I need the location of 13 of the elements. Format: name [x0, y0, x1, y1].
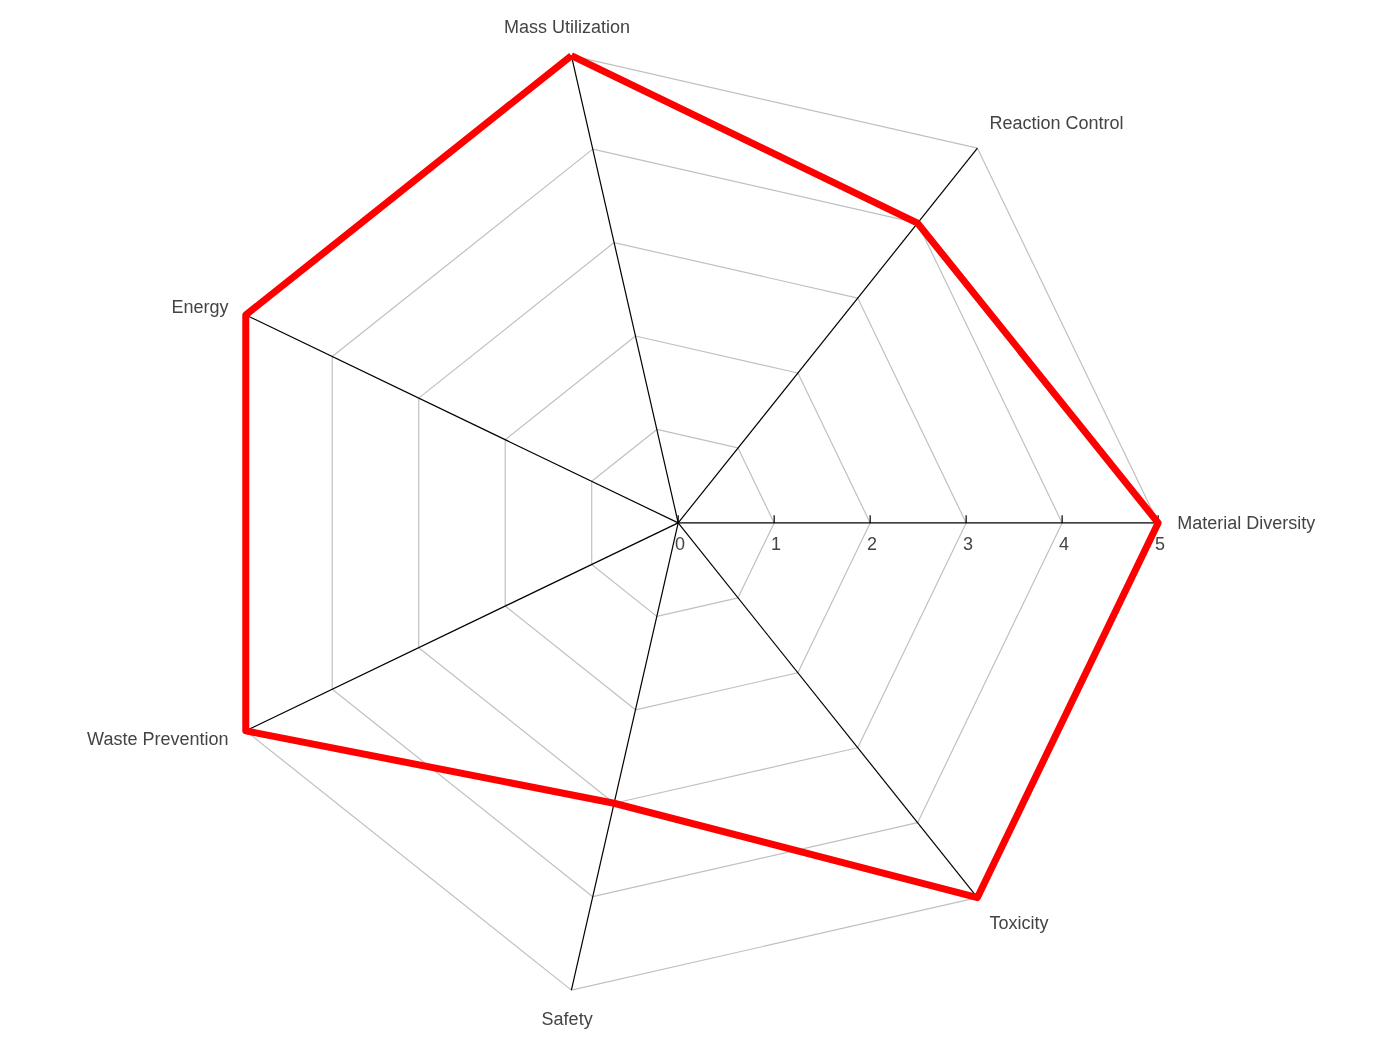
spoke-label: Toxicity — [989, 912, 1049, 933]
y-tick-label: 0 — [675, 534, 686, 555]
y-tick-label: 1 — [771, 534, 782, 555]
spoke-label: Energy — [171, 296, 229, 317]
spoke-label: Material Diversity — [1177, 512, 1316, 533]
spoke-label: Waste Prevention — [87, 728, 229, 749]
y-tick-label: 4 — [1059, 534, 1070, 555]
spoke-label: Safety — [541, 1008, 593, 1029]
y-tick-label: 5 — [1155, 534, 1166, 555]
y-tick-label: 3 — [963, 534, 974, 555]
y-tick-label: 2 — [867, 534, 878, 555]
spoke-label: Mass Utilization — [504, 16, 631, 37]
spoke-label: Reaction Control — [989, 113, 1124, 134]
